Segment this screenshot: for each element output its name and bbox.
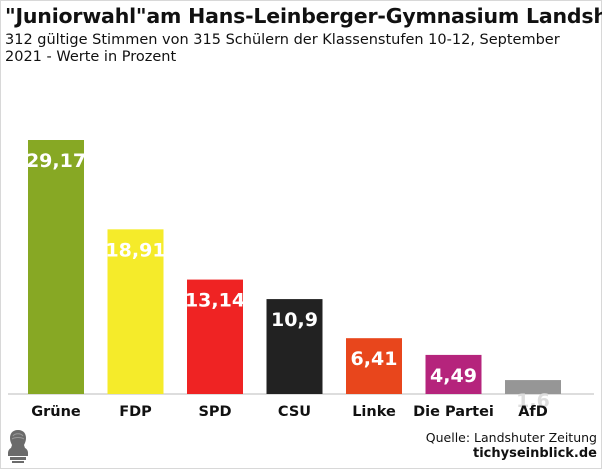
tick-label-die-partei: Die Partei [413,404,494,420]
source-note: Quelle: Landshuter Zeitung [425,430,597,445]
bar-linke [346,338,402,394]
tick-label-spd: SPD [198,404,231,420]
value-label-fdp: 18,91 [105,239,165,261]
bar-csu [266,299,323,394]
tick-label-gruene: Grüne [31,404,81,420]
tick-labels-group: Grüne FDP SPD CSU Linke Die Partei AfD [31,404,548,420]
value-label-gruene: 29,17 [26,150,86,172]
bar-fdp [107,229,164,394]
value-label-afd: 1,6 [516,390,550,412]
value-label-linke: 6,41 [351,348,398,370]
bust-icon [8,430,28,463]
value-label-csu: 10,9 [271,309,318,331]
tick-label-linke: Linke [352,404,396,420]
chart-subtitle: 312 gültige Stimmen von 315 Schülern der… [5,32,560,65]
tick-label-afd: AfD [518,404,548,420]
chart-title: "Juniorwahl"am Hans-Leinberger-Gymnasium… [5,4,602,28]
bar-spd [187,279,243,394]
bar-die-partei [425,354,482,394]
bars-group [28,140,561,394]
tick-label-fdp: FDP [119,404,152,420]
tick-label-csu: CSU [278,404,311,420]
value-label-spd: 13,14 [185,290,245,312]
bar-gruene [28,140,84,394]
value-labels-group: 29,17 18,91 13,14 10,9 6,41 4,49 1,6 [26,150,550,412]
brand-label: tichyseinblick.de [472,446,597,461]
value-label-die-partei: 4,49 [430,365,477,387]
bar-afd [505,380,561,394]
